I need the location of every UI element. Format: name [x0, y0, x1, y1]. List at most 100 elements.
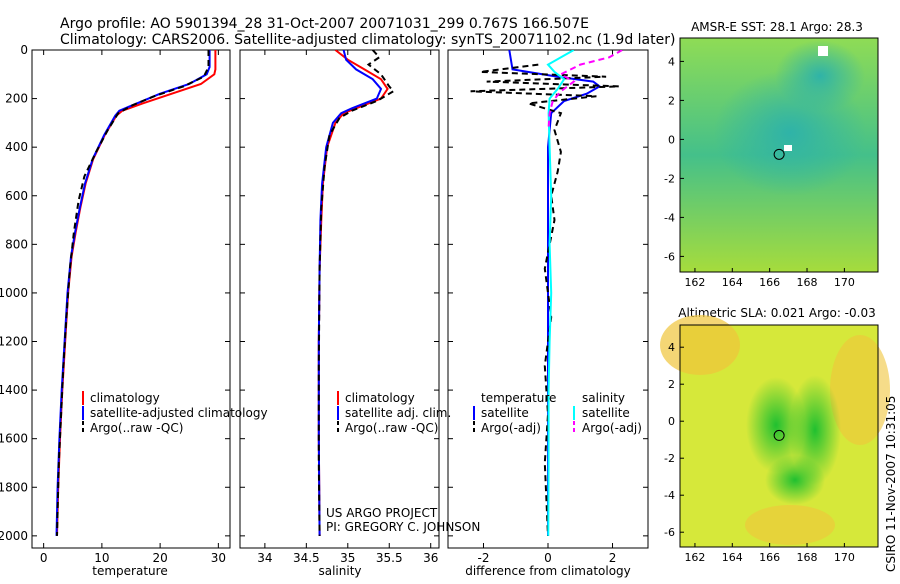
timestamp-stamp: CSIRO 11-Nov-2007 10:31:05: [884, 396, 898, 572]
legend-label-climatology: climatology: [345, 391, 415, 405]
map-x-tick-label: 168: [797, 551, 818, 564]
series-line-salinity-argo-adj-: [547, 50, 623, 128]
y-tick-label: 400: [5, 140, 28, 154]
map-x-tick-label: 164: [722, 276, 743, 289]
sla-low-core: [765, 455, 825, 505]
map-y-tick-label: 2: [668, 94, 675, 107]
sst-missing-data-patch: [784, 145, 792, 151]
legend-label-temp-satellite: satellite: [481, 406, 529, 420]
map-x-tick-label: 164: [722, 551, 743, 564]
temperature-panel: 0 10 20 30 0 200 400 600 800 1000 1200 1400 1600 1800…: [0, 43, 230, 565]
sst-map: [679, 37, 879, 273]
map-x-tick-label: 166: [759, 551, 780, 564]
project-label: US ARGO PROJECT: [326, 506, 438, 520]
series-group: [317, 50, 395, 536]
profile-location-marker: [773, 429, 785, 441]
sla-map-axes: 162 164 166 168 170 4 2 0 -2 -4 -6: [664, 341, 855, 564]
map-x-tick-label: 162: [684, 276, 705, 289]
x-tick-label: 35: [340, 551, 355, 565]
series-line-satellite-adjusted-climatology: [55, 50, 211, 536]
x-tick-label: 35.5: [376, 551, 403, 565]
temperature-panel-frame: [31, 49, 231, 549]
figure-title: Argo profile: AO 5901394_28 31-Oct-2007 …: [60, 16, 589, 32]
map-y-tick-label: 4: [668, 341, 675, 354]
map-y-tick-label: -2: [664, 172, 675, 185]
map-x-tick-label: 170: [834, 551, 855, 564]
x-tick-label: 30: [211, 551, 226, 565]
sla-high-patch: [745, 505, 835, 545]
x-tick-label: 34.5: [293, 551, 320, 565]
map-y-tick-label: -6: [664, 250, 675, 263]
y-tick-label: 600: [5, 189, 28, 203]
sst-warm-lobe: [770, 40, 870, 120]
y-tick-label: 2000: [0, 529, 28, 543]
legend-heading-temperature: temperature: [481, 391, 556, 405]
series-line-argo-raw-qc-: [56, 50, 210, 536]
y-tick-label: 1800: [0, 480, 28, 494]
salinity-panel-frame: [239, 49, 440, 549]
series-group: [55, 50, 217, 536]
x-tick-label: 36: [423, 551, 438, 565]
sla-map-frame: [679, 324, 879, 548]
y-tick-label: 800: [5, 237, 28, 251]
map-y-tick-label: 4: [668, 55, 675, 68]
y-tick-label: 1000: [0, 286, 28, 300]
y-tick-label: 1600: [0, 432, 28, 446]
series-line-salinity-satellite: [546, 50, 575, 536]
map-y-tick-label: -4: [664, 489, 675, 502]
salinity-legend: climatology satellite adj. clim. Argo(..…: [337, 391, 451, 435]
map-y-tick-label: 0: [668, 133, 675, 146]
series-line-argo-raw-qc-: [317, 50, 395, 536]
map-x-tick-label: 166: [759, 276, 780, 289]
legend-label-sal-satellite: satellite: [582, 406, 630, 420]
salinity-panel: 34 34.5 35 35.5 36: [240, 49, 439, 565]
series-group: [470, 50, 623, 536]
temperature-legend: climatology satellite-adjusted climatolo…: [82, 391, 268, 435]
x-tick-label: 0: [40, 551, 48, 565]
sla-map-title: Altimetric SLA: 0.021 Argo: -0.03: [678, 306, 875, 320]
map-y-tick-label: 0: [668, 415, 675, 428]
legend-label-argo: Argo(..raw -QC): [90, 421, 183, 435]
legend-label-climatology: climatology: [90, 391, 160, 405]
profile-location-marker: [773, 148, 785, 160]
salinity-axis-label: salinity: [318, 564, 361, 578]
legend-heading-salinity: salinity: [582, 391, 625, 405]
difference-panel: -2 0 2: [448, 49, 648, 565]
legend-label-temp-argo: Argo(-adj): [481, 421, 541, 435]
figure-subtitle: Climatology: CARS2006. Satellite-adjuste…: [60, 32, 675, 48]
y-tick-label: 1200: [0, 335, 28, 349]
difference-legend: temperature satellite Argo(-adj) salinit…: [473, 391, 642, 435]
map-y-tick-label: -4: [664, 211, 675, 224]
x-tick-label: 0: [544, 551, 552, 565]
x-tick-label: 10: [94, 551, 109, 565]
x-tick-label: -2: [477, 551, 489, 565]
legend-label-sal-argo: Argo(-adj): [582, 421, 642, 435]
legend-label-satellite-adjusted: satellite-adjusted climatology: [90, 406, 268, 420]
series-line-temperature-argo-adj-: [470, 63, 620, 536]
sla-high-patch: [830, 335, 890, 445]
map-y-tick-label: 2: [668, 378, 675, 391]
sst-missing-data-patch: [818, 46, 828, 56]
map-x-tick-label: 170: [834, 276, 855, 289]
map-y-tick-label: -2: [664, 452, 675, 465]
x-tick-label: 20: [152, 551, 167, 565]
y-tick-label: 200: [5, 92, 28, 106]
y-tick-label: 0: [20, 43, 28, 57]
pi-label: PI: GREGORY C. JOHNSON: [326, 520, 480, 534]
difference-axis-label: difference from climatology: [465, 564, 631, 578]
map-y-tick-label: -6: [664, 526, 675, 539]
y-tick-label: 1400: [0, 383, 28, 397]
legend-label-argo: Argo(..raw -QC): [345, 421, 438, 435]
sla-map: [660, 315, 890, 548]
legend-label-satellite: satellite adj. clim.: [345, 406, 451, 420]
sst-map-axes: 162 164 166 168 170 4 2 0 -2 -4 -6: [664, 55, 855, 289]
sst-map-title: AMSR-E SST: 28.1 Argo: 28.3: [691, 20, 863, 34]
sst-map-frame: [679, 37, 879, 273]
map-x-tick-label: 168: [797, 276, 818, 289]
x-tick-label: 2: [609, 551, 617, 565]
x-tick-label: 34: [257, 551, 272, 565]
map-x-tick-label: 162: [684, 551, 705, 564]
temperature-axis-label: temperature: [92, 564, 167, 578]
